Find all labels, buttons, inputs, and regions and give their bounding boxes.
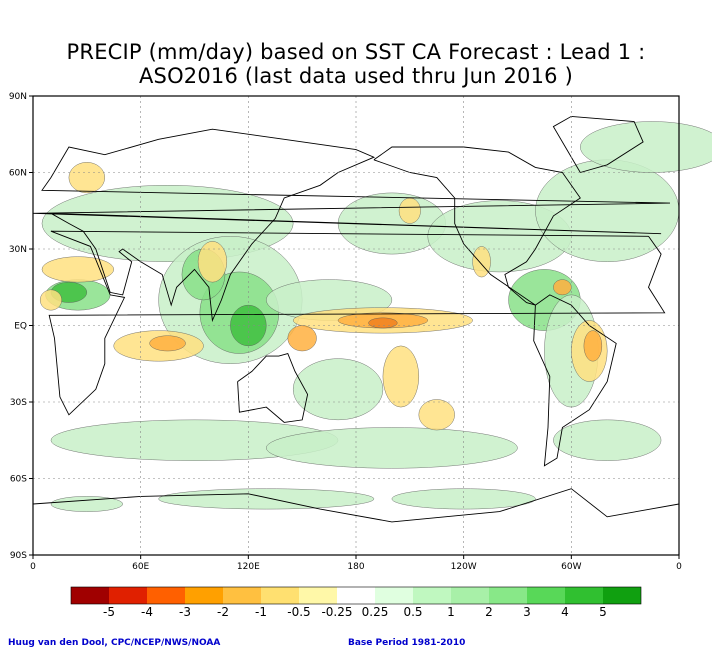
anomaly-contour: [41, 256, 114, 283]
lat-tick-label: 90N: [9, 92, 27, 102]
color-bar-swatch: [109, 587, 147, 604]
anomaly-contour: [292, 358, 384, 421]
color-bar-swatch: [375, 587, 413, 604]
lat-lon-grid: [33, 96, 679, 555]
australia-outline: [237, 353, 309, 423]
lon-tick-label: 120E: [237, 562, 260, 572]
lon-tick-label: 60W: [561, 562, 581, 572]
color-bar-swatch: [489, 587, 527, 604]
anomaly-contour: [50, 496, 123, 512]
anomaly-contour: [149, 335, 186, 352]
color-bar-label: -5: [103, 605, 115, 619]
color-bar-label: -0.25: [321, 605, 352, 619]
color-bar-swatch: [451, 587, 489, 604]
chart-title-line-2: ASO2016 (last data used thru Jun 2016 ): [138, 64, 573, 88]
color-bar-swatch: [527, 587, 565, 604]
anomaly-contour: [197, 241, 227, 283]
color-bar-label: -3: [179, 605, 191, 619]
color-bar-label: 0.5: [403, 605, 422, 619]
lat-tick-label: 60N: [9, 169, 27, 179]
color-bar: -5 -4 -3 -2 -1 -0.5 -0.25 0.25 0.5 1 2 3 4 5: [70, 586, 642, 619]
anomaly-contour: [158, 488, 375, 510]
anomaly-contour: [68, 162, 105, 194]
lon-tick-label: 180: [347, 562, 364, 572]
lat-tick-label: 90S: [10, 551, 27, 561]
chart-title-line-1: PRECIP (mm/day) based on SST CA Forecast…: [66, 40, 646, 64]
lon-tick-label: 60E: [132, 562, 149, 572]
anomaly-contour: [266, 427, 518, 469]
antarctica-outline: [32, 488, 680, 523]
color-bar-swatch: [299, 587, 337, 604]
color-bar-label: 5: [599, 605, 607, 619]
lat-tick-label: 60S: [10, 475, 27, 485]
lon-tick-label: 0: [676, 562, 682, 572]
anomaly-contour: [553, 419, 662, 461]
color-bar-swatch: [71, 587, 109, 604]
color-bar-label: -2: [217, 605, 229, 619]
europe-asia-outline: [32, 128, 671, 323]
anomaly-contour: [287, 325, 317, 352]
lon-tick-label: 120W: [451, 562, 477, 572]
south-america-outline: [533, 294, 617, 467]
anomaly-contour: [391, 488, 536, 510]
color-bar-label: -4: [141, 605, 153, 619]
color-bar-swatch: [565, 587, 603, 604]
color-bar-swatch: [261, 587, 299, 604]
anomaly-contour: [368, 317, 398, 329]
anomaly-contour: [418, 399, 455, 431]
color-bar-label: 0.25: [362, 605, 389, 619]
lat-tick-label: 30S: [10, 398, 27, 408]
credit-author: Huug van den Dool, CPC/NCEP/NWS/NOAA: [8, 638, 221, 648]
anomaly-contour: [382, 345, 420, 408]
coastlines: [32, 115, 680, 523]
anomaly-contour: [472, 246, 491, 278]
color-bar-swatch: [337, 587, 375, 604]
lat-tick-label: EQ: [14, 322, 27, 332]
color-bar-label: 1: [447, 605, 455, 619]
color-bar-label: -0.5: [287, 605, 310, 619]
anomaly-contour: [39, 289, 62, 311]
credit-base-period: Base Period 1981-2010: [348, 638, 466, 648]
color-bar-swatch: [603, 587, 641, 604]
anomaly-contour: [398, 197, 421, 224]
anomaly-contour: [583, 330, 603, 362]
africa-outline: [48, 230, 666, 416]
color-bar-border: [70, 586, 642, 605]
greenland-outline: [552, 115, 644, 173]
lon-tick-label: 0: [30, 562, 36, 572]
anomaly-contour: [553, 279, 572, 296]
color-bar-label: 3: [523, 605, 531, 619]
color-bar-label: 4: [561, 605, 569, 619]
color-bar-swatch: [223, 587, 261, 604]
color-bar-swatch: [413, 587, 451, 604]
color-bar-swatch: [185, 587, 223, 604]
color-bar-label: -1: [255, 605, 267, 619]
anomaly-contour: [535, 159, 680, 262]
color-bar-swatch: [147, 587, 185, 604]
color-bar-label: 2: [485, 605, 493, 619]
north-america-outline: [373, 146, 581, 306]
lat-tick-label: 30N: [9, 245, 27, 255]
